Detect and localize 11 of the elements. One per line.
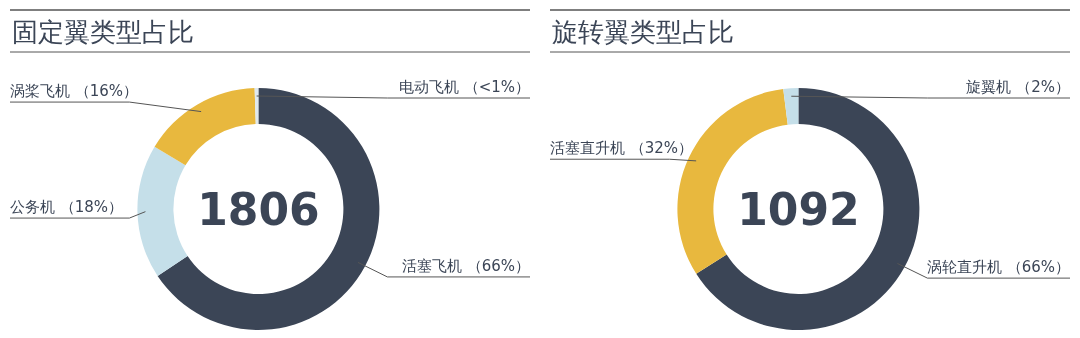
slice-label: 活塞直升机 （32%） [550,139,694,158]
slice-label: 公务机 （18%） [10,198,124,217]
text: 1092 [737,184,860,235]
slice-label: 涡轮直升机 （66%） [926,258,1070,277]
chart-title: 旋转翼类型占比 [552,17,734,47]
slice-label: 活塞飞机 （66%） [401,256,530,275]
slice-label: 涡桨飞机 （16%） [10,82,139,101]
chart-title: 固定翼类型占比 [12,17,194,47]
slice-label: 电动飞机 （<1%） [398,78,530,96]
text: 1806 [197,184,320,235]
slice-label: 旋翼机 （2%） [966,78,1070,96]
